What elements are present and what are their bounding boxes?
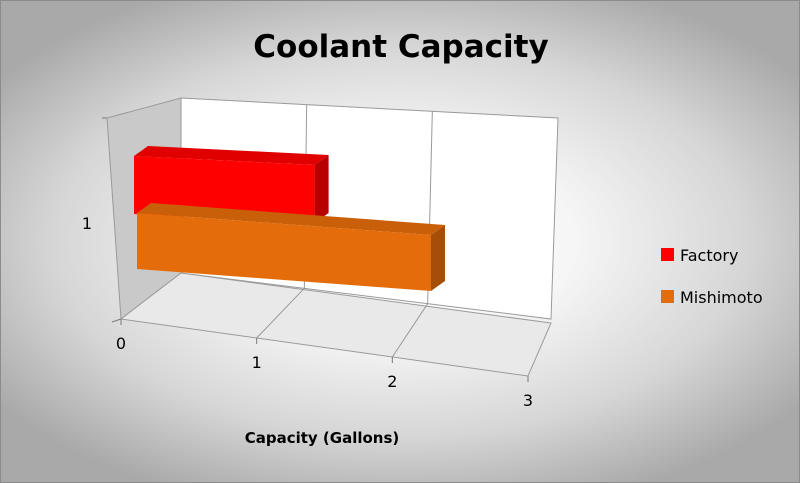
legend-swatch-factory: [661, 248, 674, 261]
legend-swatch-mishimoto: [661, 290, 674, 303]
bar-end-factory: [314, 155, 329, 223]
y-tick-label: 1: [82, 214, 92, 233]
x-tick-label: 2: [387, 372, 397, 391]
floor-gridline: [256, 287, 305, 339]
legend-label-factory: Factory: [680, 246, 738, 265]
side-wall-bottom-tick: [111, 318, 122, 323]
legend: Factory Mishimoto: [661, 246, 763, 307]
x-tick-label: 3: [523, 391, 533, 410]
chart-title: Coolant Capacity: [253, 29, 548, 65]
bars-group: [134, 146, 445, 291]
floor-gridline: [391, 303, 429, 358]
legend-label-mishimoto: Mishimoto: [680, 288, 763, 307]
bar-end-mishimoto: [431, 225, 445, 291]
x-tick-label: 0: [116, 334, 126, 353]
bar-top-mishimoto: [137, 203, 445, 235]
x-tick-label: 1: [252, 353, 262, 372]
x-axis-title: Capacity (Gallons): [245, 429, 400, 447]
x-tick-labels: 0 1 2 3: [116, 319, 533, 410]
bar-mishimoto: [137, 213, 431, 291]
bar-top-factory: [134, 146, 329, 165]
